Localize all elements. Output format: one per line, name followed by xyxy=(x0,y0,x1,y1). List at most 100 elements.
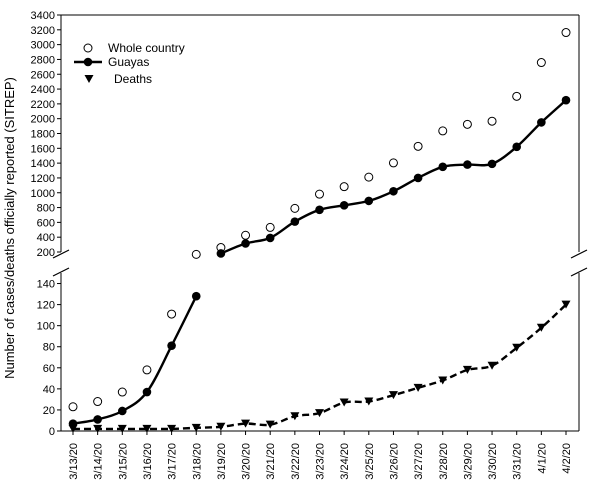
data-point xyxy=(438,162,448,172)
data-point xyxy=(487,361,497,370)
y-tick-label: 1000 xyxy=(31,188,55,200)
y-axis-title: Number of cases/deaths officially report… xyxy=(2,77,17,379)
y-tick-label: 2600 xyxy=(31,69,55,81)
data-point xyxy=(142,365,152,375)
legend-label: Whole country xyxy=(108,41,185,55)
data-point xyxy=(167,309,177,319)
x-tick-label: 3/15/20 xyxy=(117,443,129,480)
data-point xyxy=(364,196,374,206)
data-point xyxy=(537,118,546,127)
data-point xyxy=(68,402,78,412)
data-point xyxy=(512,91,522,101)
y-tick-label: 600 xyxy=(37,217,55,229)
y-tick-label: 1400 xyxy=(31,158,55,170)
x-axis-ticks: 3/13/20 3/14/20 3/15/20 3/16/20 3/17/20 3/18/… xyxy=(68,431,573,480)
series-deaths xyxy=(68,300,571,433)
axis-break-mark xyxy=(570,267,588,277)
data-point xyxy=(241,239,250,248)
data-point xyxy=(93,424,103,433)
data-point xyxy=(364,397,374,406)
y-tick-label: 200 xyxy=(37,247,55,259)
y-tick-label: 100 xyxy=(37,321,55,333)
data-point xyxy=(364,172,374,182)
y-tick-label: 2400 xyxy=(31,84,55,96)
x-tick-label: 3/13/20 xyxy=(68,443,80,480)
y-tick-label: 3400 xyxy=(31,10,55,22)
data-point xyxy=(438,126,448,136)
data-point xyxy=(265,233,275,243)
x-tick-label: 3/16/20 xyxy=(142,443,154,480)
x-tick-label: 4/2/20 xyxy=(561,443,573,474)
y-tick-label: 3200 xyxy=(31,25,55,37)
y-tick-label: 2200 xyxy=(31,99,55,111)
x-tick-label: 3/26/20 xyxy=(388,443,400,480)
data-point xyxy=(512,343,522,352)
data-point xyxy=(315,409,324,418)
data-point xyxy=(315,205,324,215)
axis-break-mark xyxy=(570,249,588,259)
data-point xyxy=(68,424,78,433)
y-tick-label: 1800 xyxy=(31,129,55,141)
axis-break-mark xyxy=(52,249,70,259)
data-point xyxy=(216,249,226,258)
data-point xyxy=(290,217,300,226)
y-tick-label: 1200 xyxy=(31,173,55,185)
legend-label: Deaths xyxy=(114,72,152,86)
y-tick-label: 120 xyxy=(37,300,55,312)
data-point xyxy=(265,420,275,429)
y-tick-label: 40 xyxy=(43,384,55,396)
y-tick-label: 140 xyxy=(37,279,55,291)
x-tick-label: 3/22/20 xyxy=(290,443,302,480)
data-point xyxy=(339,201,349,210)
data-point xyxy=(265,222,275,232)
x-tick-label: 4/1/20 xyxy=(536,443,548,474)
data-point xyxy=(462,119,472,129)
data-point xyxy=(339,182,349,192)
data-point xyxy=(512,142,521,152)
data-point xyxy=(561,95,571,105)
data-point xyxy=(487,159,497,169)
x-tick-label: 3/30/20 xyxy=(487,443,499,480)
data-point xyxy=(290,203,300,213)
x-tick-label: 3/19/20 xyxy=(216,443,228,480)
x-tick-label: 3/28/20 xyxy=(438,443,450,480)
x-tick-label: 3/14/20 xyxy=(93,443,105,480)
data-point xyxy=(241,230,251,240)
data-point xyxy=(142,387,152,397)
y-tick-label: 800 xyxy=(37,203,55,215)
data-point xyxy=(389,186,398,196)
y-tick-label: 80 xyxy=(43,342,55,354)
legend-label: Guayas xyxy=(108,55,149,69)
y-tick-label: 2000 xyxy=(31,114,55,126)
x-tick-label: 3/21/20 xyxy=(265,443,277,480)
data-point xyxy=(216,422,226,431)
data-point xyxy=(167,341,176,350)
data-point xyxy=(463,160,472,169)
data-point xyxy=(413,383,423,392)
data-point xyxy=(117,424,127,433)
data-point xyxy=(339,398,349,407)
data-point xyxy=(413,141,423,151)
y-tick-label: 3000 xyxy=(31,40,55,52)
axis-break-mark xyxy=(52,267,70,277)
data-point xyxy=(487,116,497,126)
data-point xyxy=(536,323,546,332)
x-tick-label: 3/17/20 xyxy=(167,443,179,480)
data-point xyxy=(290,412,300,421)
data-point xyxy=(118,406,127,416)
x-tick-label: 3/20/20 xyxy=(241,443,253,480)
legend-marker xyxy=(83,57,93,67)
series-guayas xyxy=(68,95,571,428)
data-point xyxy=(191,249,201,259)
x-tick-label: 3/24/20 xyxy=(339,443,351,480)
y-tick-label: 400 xyxy=(37,232,55,244)
series-layer xyxy=(68,28,571,433)
data-point xyxy=(536,58,546,68)
data-point xyxy=(388,391,398,400)
x-tick-label: 3/29/20 xyxy=(462,443,474,480)
x-tick-label: 3/23/20 xyxy=(315,443,327,480)
data-point xyxy=(561,300,571,309)
y-tick-label: 2800 xyxy=(31,54,55,66)
x-tick-label: 3/18/20 xyxy=(191,443,203,480)
